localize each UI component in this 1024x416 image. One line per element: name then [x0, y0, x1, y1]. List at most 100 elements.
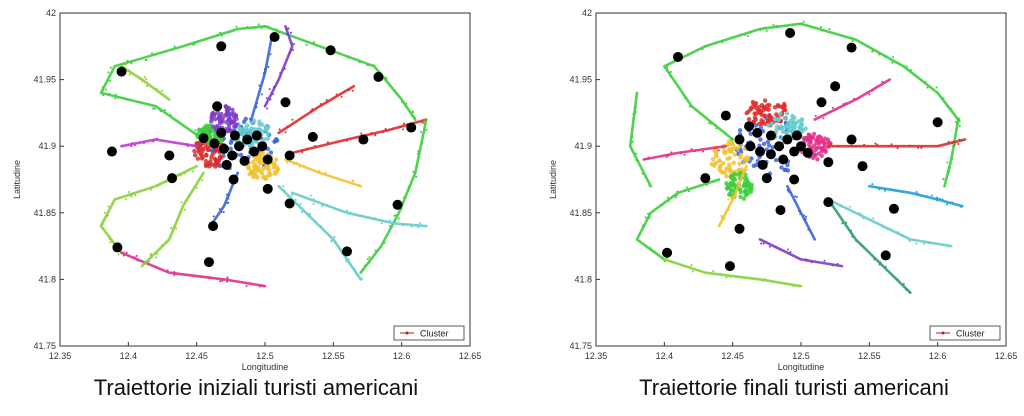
- cluster-centroid: [167, 173, 178, 184]
- trajectory-point: [382, 130, 385, 133]
- trajectory-point: [292, 43, 295, 46]
- y-tick-label: 41.85: [33, 208, 56, 218]
- trajectory-point: [761, 279, 764, 282]
- trajectory-point: [114, 93, 117, 96]
- density-point: [209, 148, 215, 153]
- trajectory-point: [651, 249, 654, 252]
- trajectory-point: [166, 269, 169, 272]
- cluster-centroid: [239, 155, 250, 166]
- trajectory-point: [947, 170, 950, 173]
- trajectory-line: [628, 91, 652, 188]
- density-point: [728, 168, 733, 173]
- trajectory-point: [219, 280, 222, 283]
- density-point: [710, 157, 716, 162]
- trajectory-point: [836, 262, 839, 265]
- trajectory-line: [277, 184, 362, 281]
- trajectory-point: [135, 254, 138, 257]
- trajectory-point: [163, 109, 166, 112]
- trajectory-point: [883, 55, 886, 58]
- density-point: [762, 113, 767, 118]
- trajectory-point: [704, 44, 707, 47]
- trajectory-point: [688, 265, 691, 268]
- cluster-centroid: [774, 141, 785, 152]
- cluster-centroid: [164, 150, 175, 161]
- trajectory-point: [734, 192, 737, 195]
- trajectory-point: [960, 205, 963, 208]
- trajectory-point: [289, 51, 292, 54]
- trajectory-point: [666, 66, 669, 69]
- trajectory-point: [101, 86, 104, 89]
- trajectory-point: [330, 240, 333, 243]
- trajectory-line: [635, 178, 721, 261]
- trajectory-point: [955, 123, 958, 126]
- density-point: [738, 167, 744, 173]
- density-point: [737, 128, 743, 133]
- trajectory-point: [393, 90, 396, 93]
- cluster-centroid: [216, 127, 227, 138]
- trajectory-point: [178, 214, 181, 217]
- trajectory-point: [324, 171, 327, 174]
- y-tick-label: 41.8: [574, 274, 592, 284]
- cluster-centroid: [755, 146, 765, 157]
- trajectory-point: [634, 110, 637, 113]
- density-point: [210, 162, 215, 167]
- trajectory-point: [255, 102, 258, 105]
- trajectory-point: [192, 44, 195, 47]
- trajectory-point: [673, 195, 676, 198]
- trajectory-point: [631, 135, 634, 138]
- density-point: [738, 189, 743, 195]
- density-point: [748, 131, 753, 137]
- cluster-centroid: [744, 121, 755, 132]
- cluster-centroid: [325, 45, 336, 56]
- trajectory-point: [636, 159, 639, 162]
- trajectory-point: [786, 189, 789, 192]
- trajectory-point: [927, 242, 930, 245]
- cluster-centroid: [284, 198, 295, 209]
- trajectory-point: [290, 42, 293, 45]
- density-point: [749, 105, 754, 110]
- cluster-centroid: [765, 149, 776, 160]
- trajectory-point: [287, 27, 290, 30]
- trajectory-point: [212, 215, 215, 218]
- trajectory-point: [902, 282, 905, 285]
- trajectory-point: [136, 259, 139, 262]
- cluster-centroid: [745, 141, 756, 152]
- y-tick-label: 41.9: [574, 141, 592, 151]
- trajectory-point: [415, 175, 418, 178]
- trajectory-point: [901, 234, 904, 237]
- trajectory-point: [309, 194, 312, 197]
- trajectory-point: [905, 65, 908, 68]
- trajectory-point: [896, 147, 899, 150]
- trajectory-line: [868, 184, 964, 208]
- caption-initial: Traiettorie iniziali turisti americani: [93, 375, 419, 400]
- trajectory-point: [305, 44, 308, 47]
- density-point: [224, 119, 229, 125]
- trajectory-point: [139, 77, 142, 80]
- density-point: [249, 126, 254, 131]
- x-tick-label: 12.4: [656, 351, 674, 361]
- trajectory-point: [759, 28, 762, 31]
- legend: Cluster: [393, 325, 465, 341]
- x-tick-label: 12.55: [322, 351, 345, 361]
- trajectory-point: [858, 212, 861, 215]
- cluster-centroid: [242, 134, 253, 145]
- density-point: [728, 180, 734, 186]
- trajectory-point: [283, 67, 286, 70]
- trajectory-point: [225, 193, 228, 196]
- trajectory-point: [228, 31, 231, 34]
- trajectory-point: [125, 251, 128, 254]
- density-point: [238, 152, 244, 158]
- trajectory-point: [177, 173, 180, 176]
- x-axis-label: Longitudine: [242, 362, 289, 372]
- trajectory-point: [926, 86, 929, 89]
- trajectory-point: [935, 199, 938, 202]
- trajectory-point: [358, 184, 361, 187]
- trajectory-point: [822, 117, 825, 120]
- trajectory-point: [945, 243, 948, 246]
- y-tick-label: 41.95: [33, 75, 56, 85]
- trajectory-point: [688, 105, 691, 108]
- trajectory-point: [802, 214, 805, 217]
- trajectory-point: [666, 64, 669, 67]
- trajectory-point: [260, 27, 263, 30]
- trajectory-point: [413, 116, 416, 119]
